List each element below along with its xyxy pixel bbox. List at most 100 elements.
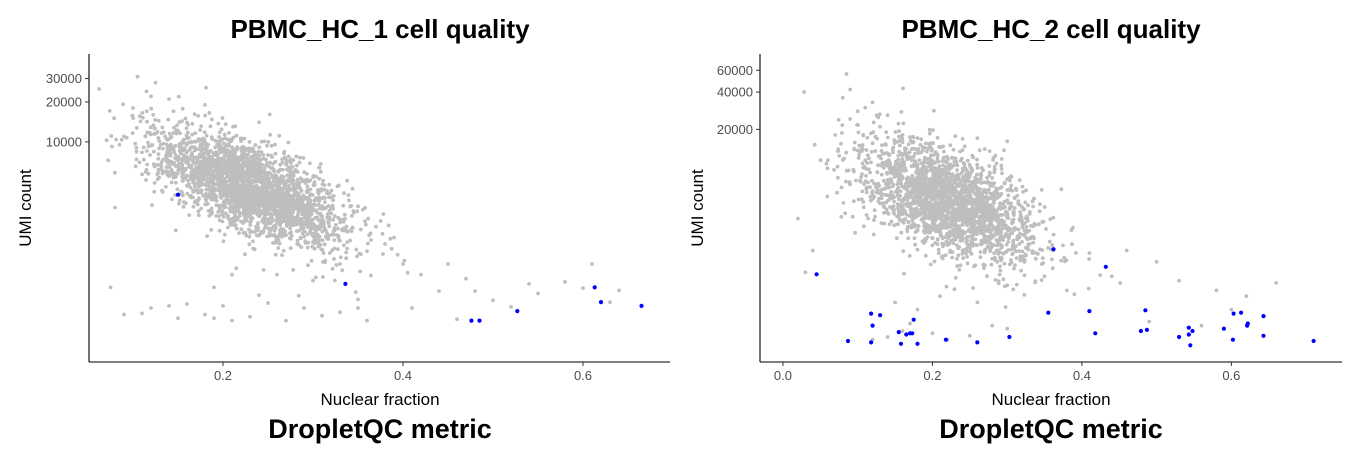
cell-point bbox=[203, 103, 207, 107]
cell-point bbox=[223, 153, 228, 158]
cell-point bbox=[868, 185, 872, 190]
cell-point bbox=[455, 317, 459, 322]
cell-point bbox=[228, 139, 233, 144]
cell-point bbox=[219, 156, 224, 161]
cell-point bbox=[563, 280, 567, 284]
cell-point bbox=[140, 311, 144, 316]
cell-point bbox=[110, 144, 114, 149]
cell-point bbox=[1041, 219, 1046, 224]
cell-point bbox=[194, 198, 199, 203]
cell-point bbox=[966, 217, 971, 222]
cell-point bbox=[976, 214, 981, 219]
cell-point bbox=[882, 205, 887, 210]
cell-point bbox=[217, 130, 222, 135]
cell-point bbox=[852, 169, 856, 174]
cell-point bbox=[234, 168, 238, 173]
cell-point bbox=[944, 160, 949, 165]
cell-point bbox=[167, 131, 172, 136]
cell-point bbox=[253, 143, 258, 147]
cell-point bbox=[405, 270, 410, 275]
cell-point bbox=[257, 120, 261, 125]
cell-point bbox=[171, 131, 176, 135]
cell-point bbox=[325, 212, 330, 217]
cell-point bbox=[277, 134, 282, 138]
cell-point bbox=[957, 245, 962, 249]
cell-point bbox=[214, 214, 219, 218]
cell-point bbox=[188, 146, 193, 150]
cell-point bbox=[865, 135, 870, 140]
panel-pbmc-hc-1: PBMC_HC_1 cell quality 0.2 0.4 0.6 1000020… bbox=[16, 14, 670, 444]
cell-point bbox=[297, 206, 302, 211]
cell-point bbox=[160, 190, 165, 194]
x-tick-label: 0.6 bbox=[574, 368, 592, 383]
cell-point bbox=[1012, 227, 1016, 232]
cell-point bbox=[224, 189, 229, 194]
cell-point bbox=[153, 80, 158, 85]
cell-point bbox=[840, 95, 845, 100]
cell-point bbox=[839, 185, 844, 190]
cell-point bbox=[241, 231, 246, 235]
cell-point bbox=[350, 186, 355, 191]
cell-point bbox=[214, 198, 219, 203]
cell-point bbox=[897, 149, 902, 154]
cell-point bbox=[179, 119, 184, 124]
cell-point bbox=[1003, 205, 1007, 209]
cell-point bbox=[978, 242, 983, 247]
cell-point bbox=[927, 184, 931, 189]
cell-point bbox=[196, 178, 201, 182]
cell-point bbox=[146, 144, 151, 149]
cell-point bbox=[965, 261, 970, 266]
cell-point bbox=[288, 197, 292, 202]
cell-point bbox=[147, 130, 152, 135]
cell-point bbox=[1021, 222, 1026, 227]
cell-point bbox=[345, 240, 350, 245]
cell-point bbox=[947, 230, 952, 234]
cell-point bbox=[322, 242, 327, 247]
cell-point bbox=[226, 163, 231, 168]
cell-point bbox=[957, 216, 961, 221]
cell-point bbox=[922, 155, 927, 160]
cell-point bbox=[281, 248, 286, 253]
cell-point bbox=[338, 238, 342, 243]
cell-point bbox=[181, 204, 186, 209]
cell-point bbox=[1000, 171, 1004, 176]
cell-point bbox=[184, 133, 189, 138]
cell-point bbox=[190, 169, 195, 174]
cell-point bbox=[180, 146, 185, 151]
cell-point bbox=[1031, 204, 1035, 209]
cell-point bbox=[363, 222, 368, 227]
cell-point bbox=[927, 127, 932, 132]
cell-point bbox=[354, 247, 359, 252]
cell-point bbox=[300, 227, 305, 232]
cell-point bbox=[327, 251, 332, 256]
cell-point bbox=[975, 232, 979, 237]
cell-point bbox=[267, 234, 272, 238]
cell-point bbox=[989, 208, 994, 213]
cell-point bbox=[199, 164, 204, 169]
cell-point bbox=[210, 195, 215, 200]
cell-point bbox=[869, 149, 874, 154]
cell-point bbox=[344, 250, 348, 255]
cell-point bbox=[106, 158, 111, 163]
cell-point bbox=[160, 125, 165, 130]
cell-point bbox=[1023, 245, 1028, 250]
cell-point bbox=[179, 151, 183, 156]
cell-point bbox=[365, 249, 369, 254]
cell-point bbox=[881, 178, 886, 183]
cell-point bbox=[144, 89, 149, 94]
cell-point bbox=[214, 194, 219, 199]
cell-point bbox=[973, 263, 978, 268]
cell-point bbox=[179, 189, 184, 194]
y-tick-label: 30000 bbox=[46, 71, 82, 86]
cell-point bbox=[211, 151, 216, 156]
cell-point bbox=[183, 166, 188, 171]
cell-point bbox=[906, 177, 910, 182]
cell-point bbox=[917, 158, 922, 163]
cell-point bbox=[971, 215, 976, 220]
cell-point bbox=[239, 137, 244, 142]
cell-point bbox=[1061, 243, 1065, 248]
cell-point bbox=[937, 194, 941, 199]
cell-point bbox=[983, 263, 987, 267]
cell-point bbox=[259, 203, 264, 208]
